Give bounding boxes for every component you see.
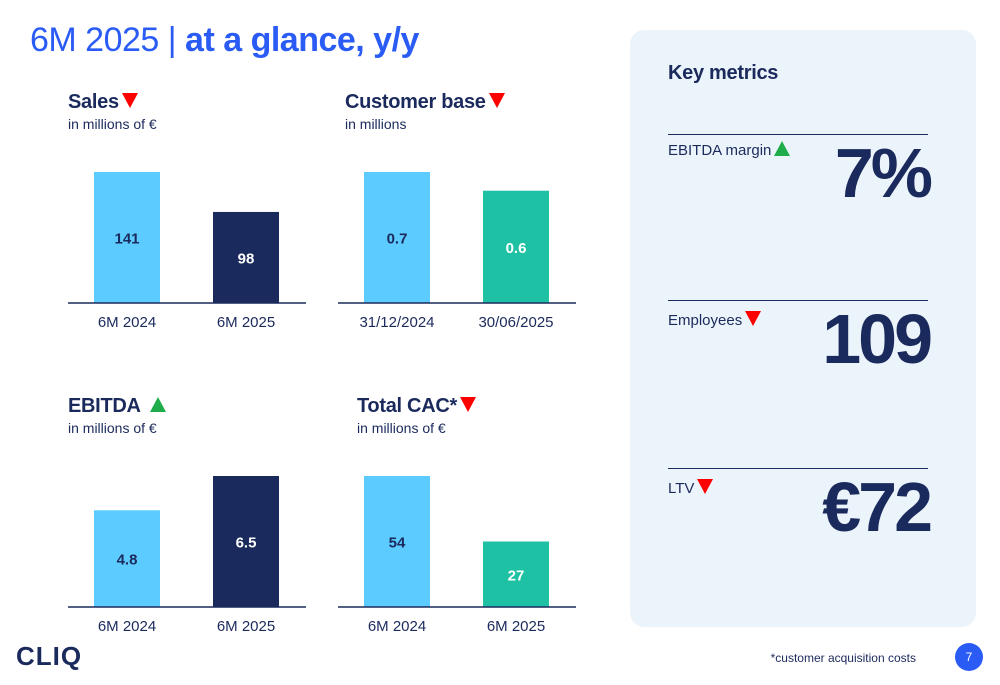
sales-chart-svg: 141 6M 2024 98 6M 2025: [68, 172, 306, 331]
metric-ebitda-margin: EBITDA margin 7%: [668, 134, 933, 244]
data-label-1: 0.6: [506, 240, 527, 257]
category-label-0: 6M 2024: [98, 314, 156, 331]
category-label-1: 6M 2025: [217, 314, 275, 331]
key-metrics-panel: Key metrics EBITDA margin 7% Employees 1…: [630, 30, 976, 627]
data-label-1: 27: [508, 567, 525, 584]
bar-0: [94, 172, 160, 303]
cliq-logo: CLIQ: [16, 641, 83, 671]
chart-subtitle: in millions of €: [68, 420, 157, 436]
trend-arrow-icon: [459, 397, 476, 412]
total-cac-chart-svg: 54 6M 2024 27 6M 2025: [338, 476, 576, 635]
data-label-1: 98: [238, 250, 255, 267]
bar-1: [483, 190, 549, 303]
footnote: *customer acquisition costs: [770, 651, 916, 665]
bar-1: [213, 476, 279, 607]
trend-arrow-icon: [149, 397, 166, 412]
key-metrics-title: Key metrics: [668, 62, 779, 84]
page-title: 6M 2025 | at a glance, y/y: [30, 18, 419, 62]
metric-label: Employees: [668, 312, 743, 329]
page-title-main: at a glance, y/y: [185, 21, 419, 59]
sales-chart: Sales in millions of € 141 6M 2024 98 6M 20…: [68, 90, 338, 331]
category-label-0: 6M 2024: [98, 618, 156, 635]
trend-arrow-icon: [745, 311, 762, 326]
category-label-1: 6M 2025: [217, 618, 275, 635]
trend-arrow-icon: [121, 93, 138, 108]
data-label-1: 6.5: [236, 535, 257, 552]
ebitda-chart-svg: 4.8 6M 2024 6.5 6M 2025: [68, 476, 306, 635]
chart-title: Customer base: [345, 91, 486, 113]
data-label-0: 0.7: [387, 231, 408, 248]
metric-value: 7%: [834, 134, 933, 212]
bar-0: [364, 476, 430, 607]
bar-1: [213, 211, 279, 303]
chart-subtitle: in millions: [345, 116, 407, 132]
chart-title: Sales: [68, 91, 119, 113]
customer-base-chart: Customer base in millions 0.7 31/12/2024 0…: [338, 90, 608, 331]
category-label-0: 6M 2024: [368, 618, 426, 635]
page-title-period: 6M 2025 |: [30, 21, 177, 59]
bar-1: [483, 541, 549, 607]
category-label-1: 30/06/2025: [478, 314, 553, 331]
metric-value: 109: [822, 300, 933, 378]
data-label-0: 141: [114, 231, 139, 248]
chart-subtitle: in millions of €: [68, 116, 157, 132]
bar-0: [94, 510, 160, 607]
category-label-0: 31/12/2024: [359, 314, 434, 331]
data-label-0: 4.8: [117, 552, 138, 569]
category-label-1: 6M 2025: [487, 618, 545, 635]
total-cac-chart: Total CAC* in millions of € 54 6M 2024 27 6…: [338, 394, 608, 635]
chart-title: Total CAC*: [357, 395, 457, 417]
metric-value: €72: [822, 468, 933, 546]
metric-label: EBITDA margin: [668, 142, 772, 159]
chart-title: EBITDA: [68, 395, 141, 417]
metric-employees: Employees 109: [668, 300, 933, 410]
trend-arrow-icon: [488, 93, 505, 108]
ebitda-chart: EBITDA in millions of € 4.8 6M 2024 6.5 6M …: [68, 394, 338, 635]
bar-0: [364, 172, 430, 303]
metric-ltv: LTV €72: [668, 468, 933, 578]
page-number: 7: [955, 643, 983, 671]
customer-base-chart-svg: 0.7 31/12/2024 0.6 30/06/2025: [338, 172, 576, 331]
trend-arrow-icon: [697, 479, 714, 494]
data-label-0: 54: [389, 535, 406, 552]
trend-arrow-icon: [774, 141, 791, 156]
chart-subtitle: in millions of €: [357, 420, 446, 436]
metric-label: LTV: [668, 480, 695, 497]
